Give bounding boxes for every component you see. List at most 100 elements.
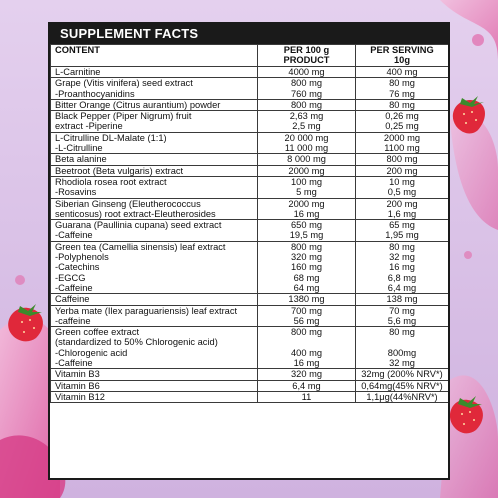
serving-line: 80 mg: [389, 78, 415, 89]
table-row: Rhodiola rosea root extract -Rosavins 100 …: [50, 175, 448, 199]
ingredient-cell: Bitter Orange (Citrus aurantium) powder: [50, 98, 258, 112]
serving-line: 70 mg: [389, 305, 415, 316]
per100-line: 16 mg: [293, 208, 320, 219]
per100-cell: 320 mg: [257, 368, 356, 381]
serving-cell: 65 mg 1,95 mg: [355, 219, 448, 242]
ingredient-line: Bitter Orange (Citrus aurantium) powder: [55, 99, 221, 110]
per100-line: 1380 mg: [288, 294, 325, 305]
serving-line: 76 mg: [389, 88, 415, 99]
per100-line: 700 mg: [290, 305, 322, 316]
serving-line: 200 mg: [386, 165, 418, 176]
ingredient-line: Green coffee extract: [55, 327, 140, 338]
ingredient-line: -Proanthocyanidins: [55, 88, 135, 99]
table-row: Bitter Orange (Citrus aurantium) powder 8…: [50, 98, 448, 112]
per100-line: 2000 mg: [288, 165, 325, 176]
per100-cell: 800 mg 400 mg 16 mg: [257, 326, 356, 370]
per100-line: 19,5 mg: [289, 230, 324, 241]
per100-line: 160 mg: [290, 262, 322, 273]
per100-cell: 8 000 mg: [257, 153, 356, 166]
ingredient-line: Vitamin B12: [55, 391, 105, 402]
table-row: L-Carnitine 4000 mg 400 mg: [50, 65, 448, 79]
per100-line: 800 mg: [290, 99, 322, 110]
serving-line: 65 mg: [389, 220, 415, 231]
table-row: L-Citrulline DL-Malate (1:1) -L-Citrullin…: [50, 131, 448, 155]
ingredient-cell: L-Carnitine: [50, 65, 258, 79]
serving-cell: 1,1μg(44%NRV*): [355, 390, 448, 404]
serving-cell: 0,64mg(45% NRV*): [355, 379, 448, 392]
ingredient-line: -Catechins: [55, 262, 100, 273]
serving-cell: 80 mg 32 mg 16 mg 6,8 mg 6,4 mg: [355, 240, 448, 295]
per100-line: 56 mg: [293, 315, 320, 326]
ingredient-line: Guarana (Paullinia cupana) seed extract: [55, 220, 222, 231]
serving-cell: 200 mg 1,6 mg: [355, 197, 448, 221]
serving-cell: 80 mg: [355, 98, 448, 112]
ingredient-cell: Yerba mate (Ilex paraguariensis) leaf ex…: [50, 304, 258, 328]
serving-line: 16 mg: [389, 262, 415, 273]
ingredient-line: L-Citrulline DL-Malate (1:1): [55, 132, 167, 143]
ingredient-line: Rhodiola rosea root extract: [55, 176, 167, 187]
ingredient-line: -Caffeine: [55, 358, 93, 369]
per100-line: 16 mg: [293, 358, 320, 369]
ingredient-cell: Green tea (Camellia sinensis) leaf extra…: [50, 240, 258, 295]
per100-cell: 4000 mg: [257, 65, 356, 79]
serving-cell: 200 mg: [355, 164, 448, 177]
serving-line: 800mg: [387, 347, 417, 358]
header-row: CONTENT PER 100 g PRODUCT PER SERVING 10g: [50, 44, 448, 67]
serving-cell: 138 mg: [355, 293, 448, 306]
per100-line: 2,5 mg: [292, 121, 321, 132]
serving-line: 138 mg: [386, 294, 418, 305]
serving-line: 80 mg: [389, 99, 415, 110]
ingredient-line: -Caffeine: [55, 230, 93, 241]
serving-cell: 70 mg 5,6 mg: [355, 304, 448, 328]
per100-line: [262, 337, 351, 347]
table-row: Caffeine 1380 mg 138 mg: [50, 293, 448, 306]
per100-line: 320 mg: [290, 252, 322, 263]
ingredient-cell: Siberian Ginseng (Eleutherococcus sentico…: [50, 197, 258, 221]
serving-line: 32 mg: [389, 252, 415, 263]
per100-line: 100 mg: [290, 176, 322, 187]
serving-line: 80 mg: [389, 241, 415, 252]
strawberry-icon: [8, 304, 43, 342]
table-row: Green tea (Camellia sinensis) leaf extra…: [50, 240, 448, 295]
serving-cell: 2000 mg 1100 mg: [355, 131, 448, 155]
serving-cell: 32mg (200% NRV*): [355, 368, 448, 381]
per100-cell: 650 mg 19,5 mg: [257, 219, 356, 242]
ingredient-line: -caffeine: [55, 315, 91, 326]
per100-line: 800 mg: [290, 327, 322, 338]
serving-cell: 400 mg: [355, 65, 448, 79]
ingredient-line: senticosus) root extract-Eleutherosides: [55, 208, 216, 219]
strawberry-icon: [449, 396, 483, 434]
ingredient-line: Grape (Vitis vinifera) seed extract: [55, 78, 193, 89]
per100-line: 320 mg: [290, 369, 322, 380]
ingredient-line: Siberian Ginseng (Eleutherococcus: [55, 198, 201, 209]
serving-line: 200 mg: [386, 198, 418, 209]
per100-cell: 100 mg 5 mg: [257, 175, 356, 199]
table-row: Yerba mate (Ilex paraguariensis) leaf ex…: [50, 304, 448, 328]
per100-line: 68 mg: [293, 272, 320, 283]
per100-line: 11 000 mg: [284, 143, 329, 154]
serving-line: 6,8 mg: [387, 272, 417, 283]
ingredient-cell: Vitamin B3: [50, 368, 258, 381]
per100-cell: 2,63 mg 2,5 mg: [257, 110, 356, 133]
serving-cell: 80 mg 800mg 32 mg: [355, 326, 448, 370]
table-row: Green coffee extract (standardized to 50%…: [50, 326, 448, 370]
per100-cell: 2000 mg: [257, 164, 356, 177]
header-serving: PER SERVING 10g: [355, 44, 448, 67]
serving-line: 80 mg: [389, 327, 415, 338]
serving-line: 1,6 mg: [387, 208, 417, 219]
ingredient-cell: Rhodiola rosea root extract -Rosavins: [50, 175, 258, 199]
serving-line: 5,6 mg: [387, 315, 417, 326]
serving-line: 2000 mg: [383, 132, 421, 143]
supplement-facts-panel: SUPPLEMENT FACTS CONTENT PER 100 g PRODUC…: [48, 22, 450, 480]
per100-cell: 800 mg 320 mg 160 mg 68 mg 64 mg: [257, 240, 356, 295]
per100-cell: 11: [257, 390, 356, 404]
ingredient-line: L-Carnitine: [55, 67, 101, 77]
panel-title: SUPPLEMENT FACTS: [50, 24, 448, 44]
serving-line: 32 mg: [389, 358, 415, 369]
ingredient-line: Beetroot (Beta vulgaris) extract: [55, 165, 184, 176]
serving-line: [360, 337, 444, 347]
table-row: Beetroot (Beta vulgaris) extract 2000 mg 2…: [50, 164, 448, 177]
serving-line: 0,5 mg: [387, 187, 417, 198]
ingredient-cell: Beta alanine: [50, 153, 258, 166]
table-row: Beta alanine 8 000 mg 800 mg: [50, 153, 448, 166]
